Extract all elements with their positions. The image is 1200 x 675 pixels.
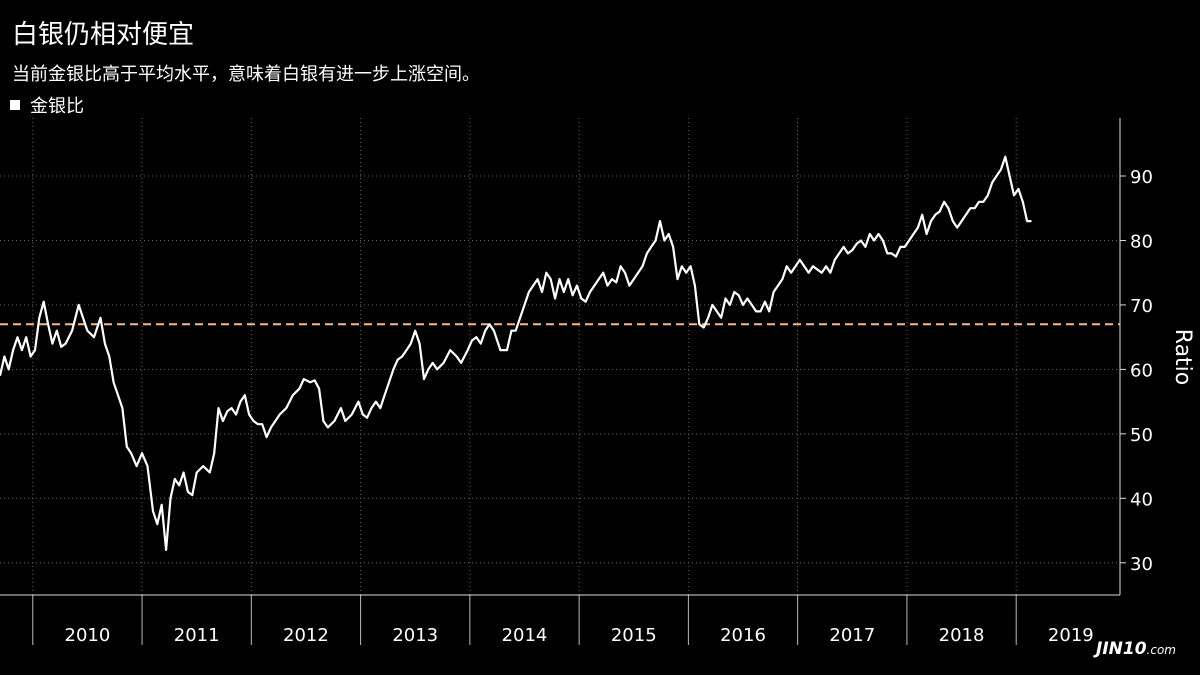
x-tick-label: 2014 — [502, 625, 548, 646]
y-axis-label: Ratio — [1170, 329, 1195, 385]
chart-title: 白银仍相对便宜 — [12, 20, 195, 50]
legend-label: 金银比 — [30, 96, 84, 117]
legend: 金银比 — [10, 92, 84, 118]
x-tick-label: 2019 — [1048, 625, 1094, 646]
x-tick-label: 2017 — [829, 625, 875, 646]
watermark-logo: JIN10.com — [1096, 639, 1176, 659]
x-tick-label: 2018 — [939, 625, 985, 646]
axis-layer: 30 40 50 60 70 80 90 2010 2011 2012 2013 2014 2015 20… — [0, 118, 1153, 646]
y-tick-label: 50 — [1130, 425, 1153, 446]
x-tick-label: 2012 — [283, 625, 329, 646]
y-tick-label: 60 — [1130, 360, 1153, 381]
watermark-main: JIN10 — [1096, 639, 1147, 659]
watermark-suffix: .com — [1146, 643, 1176, 657]
x-tick-label: 2015 — [611, 625, 657, 646]
y-tick-label: 90 — [1130, 167, 1153, 188]
grid-layer — [0, 118, 1120, 595]
x-tick-label: 2011 — [174, 625, 220, 646]
y-tick-label: 70 — [1130, 296, 1153, 317]
x-tick-label: 2016 — [720, 625, 766, 646]
chart-subtitle: 当前金银比高于平均水平，意味着白银有进一步上涨空间。 — [12, 64, 480, 85]
y-tick-label: 30 — [1130, 554, 1153, 575]
y-tick-label: 40 — [1130, 489, 1153, 510]
series-line-gold-silver-ratio — [0, 155, 1032, 551]
y-tick-label: 80 — [1130, 231, 1153, 252]
x-tick-label: 2013 — [392, 625, 438, 646]
x-tick-label: 2010 — [65, 625, 111, 646]
legend-swatch — [10, 100, 20, 110]
